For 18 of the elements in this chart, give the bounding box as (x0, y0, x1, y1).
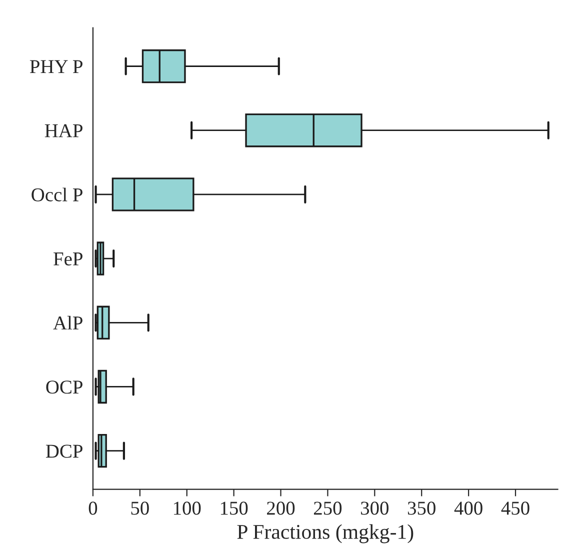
y-tick-label: HAP (44, 124, 82, 138)
x-tick-label: 450 (501, 502, 530, 515)
y-tick-label: OCP (46, 380, 82, 394)
x-tick-label: 0 (88, 502, 98, 515)
x-axis-title: P Fractions (mgkg-1) (237, 524, 414, 544)
y-tick-label: Occl P (32, 188, 82, 202)
y-tick-label: DCP (46, 444, 82, 458)
x-tick-label: 350 (408, 502, 436, 515)
x-tick-label: 250 (314, 502, 342, 515)
y-tick-label: AlP (53, 316, 82, 330)
y-tick-label: FeP (54, 252, 82, 266)
x-tick-label: 150 (220, 502, 248, 515)
y-tick-label: PHY P (30, 60, 82, 74)
x-tick-label: 400 (454, 502, 482, 515)
x-tick-label: 100 (174, 502, 201, 515)
x-tick-label: 300 (361, 502, 388, 515)
x-tick-label: 200 (267, 502, 295, 515)
x-tick-label: 50 (131, 502, 149, 515)
